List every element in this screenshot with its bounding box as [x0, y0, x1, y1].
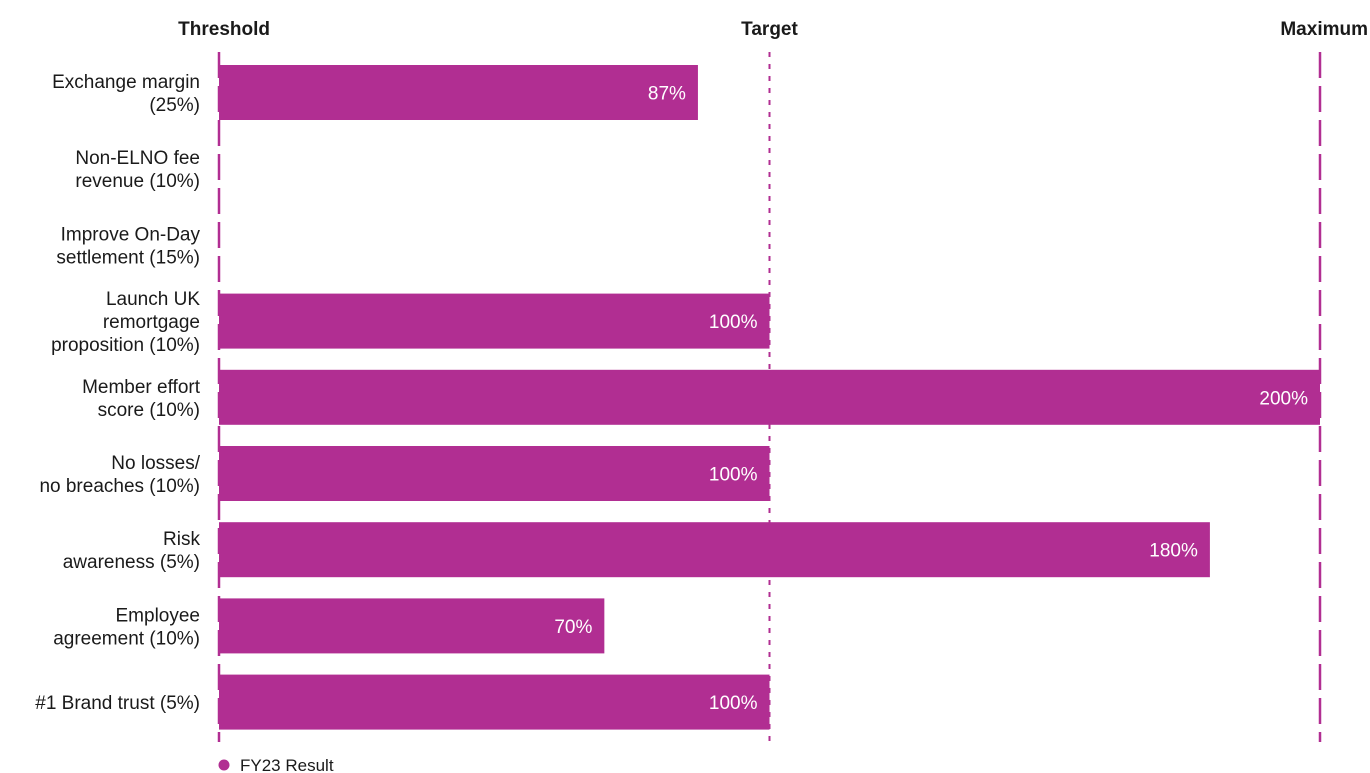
bar — [219, 674, 770, 730]
legend-label: FY23 Result — [240, 756, 334, 773]
data-label: 87% — [648, 84, 686, 105]
category-label: No losses/no breaches (10%) — [39, 453, 200, 497]
data-label: 70% — [554, 617, 592, 638]
reference-labels: Threshold Target Maximum — [178, 19, 1368, 40]
category-label: Launch UK remortgage proposition (10%) — [51, 289, 200, 356]
reference-label-target: Target — [741, 19, 798, 40]
data-label: 100% — [709, 312, 758, 333]
bar — [219, 522, 1210, 578]
category-label: Risk awareness (5%) — [63, 529, 201, 573]
category-label: Exchange margin (25%) — [52, 72, 200, 116]
bar — [219, 65, 698, 120]
bar — [219, 369, 1320, 425]
data-label: 100% — [709, 693, 758, 714]
bar — [219, 598, 605, 654]
category-label: Employee agreement (10%) — [53, 605, 200, 649]
category-label: #1 Brand trust (5%) — [35, 693, 200, 714]
data-label: 180% — [1149, 541, 1198, 562]
bar — [219, 446, 770, 501]
legend: FY23 Result — [218, 756, 334, 773]
category-label: Non-ELNO fee revenue (10%) — [75, 148, 200, 192]
category-labels: Exchange margin (25%) Non-ELNO fee revenue … — [35, 72, 200, 714]
bars — [219, 65, 1320, 730]
reference-label-threshold: Threshold — [178, 19, 270, 40]
legend-marker — [218, 759, 230, 771]
data-labels: 87% 100% 200% 100% 180% 70% 100% — [554, 84, 1308, 715]
data-label: 100% — [709, 465, 758, 486]
data-label: 200% — [1259, 388, 1308, 409]
category-label: Improve On-Day settlement (15%) — [56, 224, 200, 268]
reference-label-maximum: Maximum — [1280, 19, 1368, 40]
category-label: Member effort score (10%) — [82, 377, 201, 421]
bar — [219, 293, 770, 349]
